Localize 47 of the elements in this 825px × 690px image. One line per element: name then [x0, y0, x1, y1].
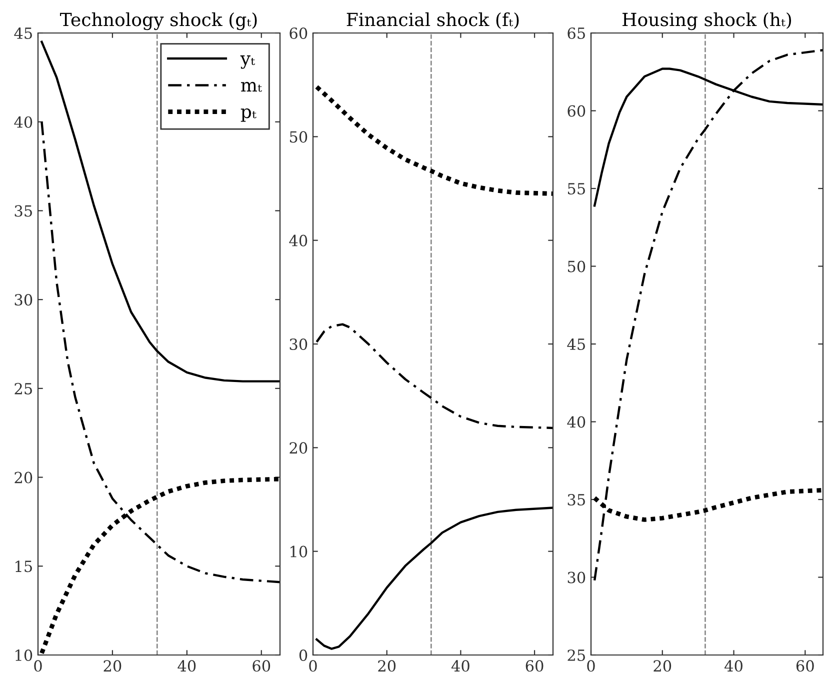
chart-title: Housing shock (hₜ) — [622, 12, 792, 30]
y-tick-label: 60 — [290, 27, 308, 40]
y-tick-label: 15 — [16, 560, 32, 572]
x-tick-label: 60 — [526, 660, 544, 672]
y-tick-label: 45 — [14, 27, 32, 40]
y-tick-label: 40 — [289, 234, 308, 246]
y-tick-label: 40 — [14, 116, 32, 128]
chart-title: Technology shock (gₜ) — [60, 12, 257, 30]
x-tick-label: 60 — [252, 660, 270, 672]
x-tick-label: 0 — [34, 660, 42, 672]
x-tick-label: 0 — [587, 660, 595, 672]
y-tick-label: 20 — [290, 442, 308, 454]
legend-label: pₜ — [240, 108, 256, 122]
y-tick-label: 25 — [14, 382, 32, 394]
y-tick-label: 30 — [568, 572, 586, 584]
y-tick-label: 25 — [568, 649, 585, 662]
line-series — [593, 48, 823, 582]
legend-label: mₜ — [241, 82, 262, 92]
y-tick-label: 45 — [567, 338, 585, 350]
x-tick-label: 20 — [378, 660, 396, 672]
line-series — [40, 40, 280, 382]
y-tick-label: 0 — [299, 649, 308, 662]
line-series — [314, 84, 553, 196]
y-tick-label: 35 — [14, 205, 32, 217]
x-tick-label: 60 — [796, 660, 814, 672]
y-tick-label: 30 — [14, 294, 32, 306]
y-tick-label: 35 — [568, 494, 585, 506]
x-tick-label: 40 — [724, 660, 742, 672]
y-tick-label: 30 — [290, 338, 308, 350]
y-tick-label: 60 — [568, 105, 586, 117]
line-series — [316, 323, 553, 430]
x-tick-label: 20 — [654, 660, 672, 672]
x-tick-label: 0 — [309, 660, 317, 672]
y-tick-label: 20 — [14, 472, 32, 484]
y-tick-label: 50 — [290, 131, 308, 143]
chart-title: Financial shock (fₜ) — [346, 12, 519, 29]
y-tick-label: 65 — [568, 27, 585, 40]
y-tick-label: 40 — [567, 416, 586, 428]
y-tick-label: 55 — [568, 183, 585, 195]
x-tick-label: 40 — [178, 660, 196, 672]
x-tick-label: 40 — [451, 660, 470, 672]
legend-label: yₜ — [240, 55, 256, 69]
x-tick-label: 20 — [104, 660, 122, 672]
line-series — [316, 506, 553, 650]
y-tick-label: 10 — [16, 649, 32, 662]
y-tick-label: 50 — [568, 260, 586, 272]
y-tick-label: 10 — [290, 546, 308, 558]
